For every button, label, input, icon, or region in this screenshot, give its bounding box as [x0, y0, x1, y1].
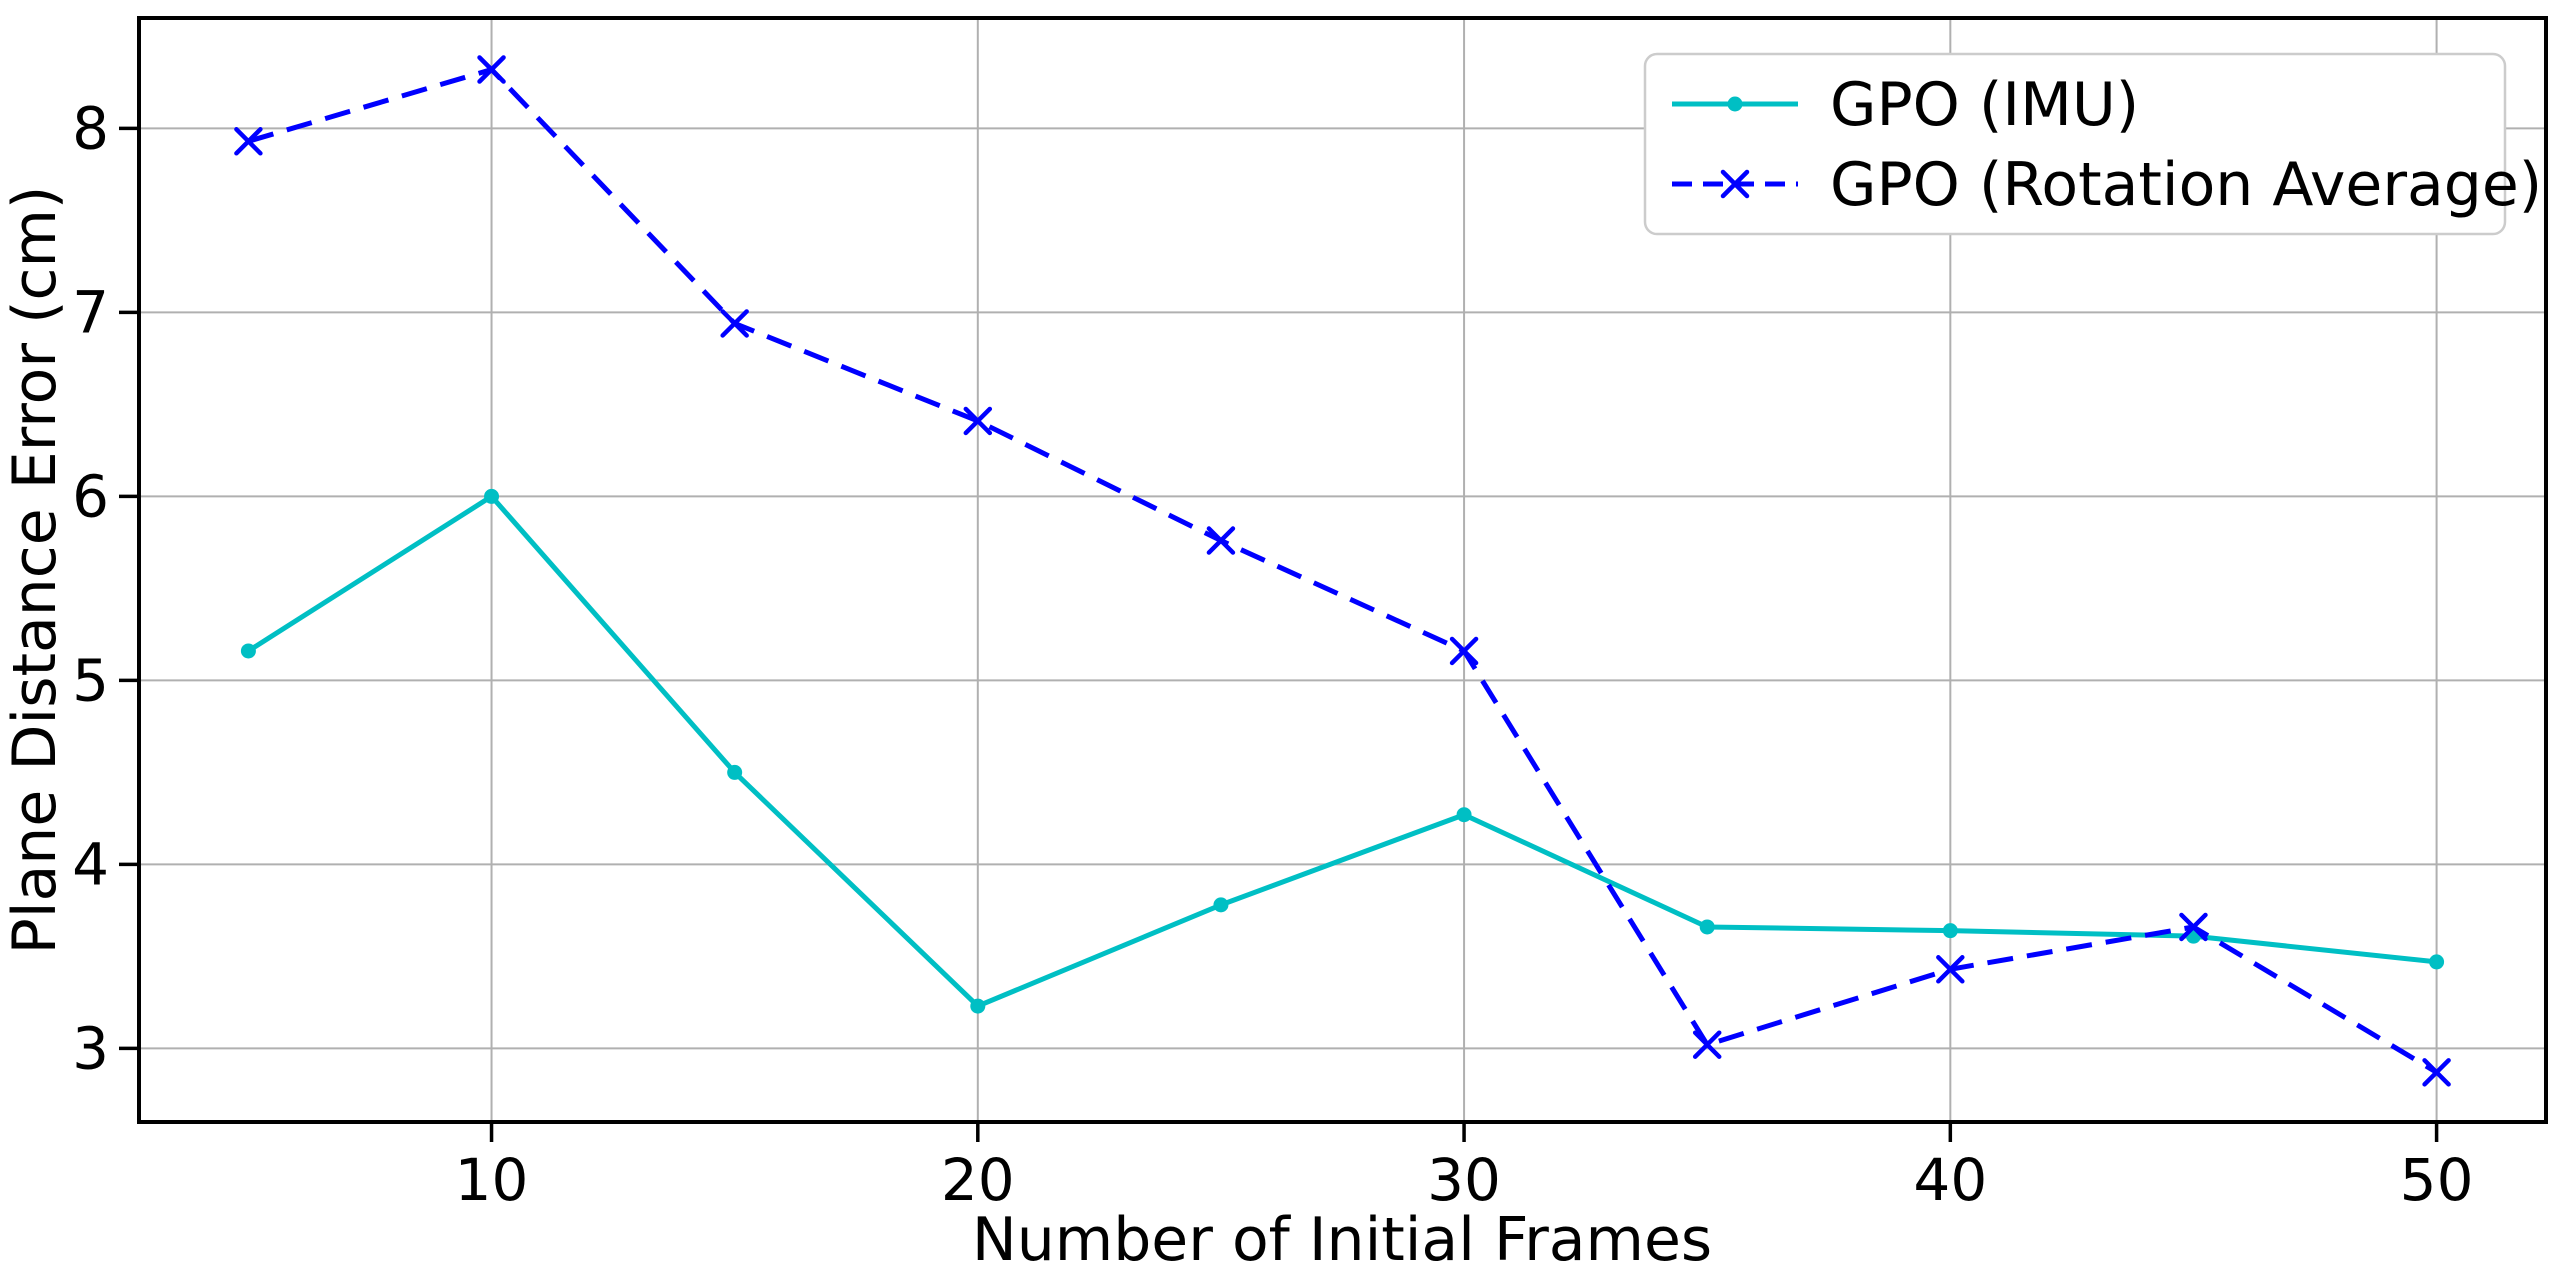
x-marker-gpo-rotation-average	[477, 55, 506, 84]
y-tick-label-3: 3	[72, 1014, 109, 1082]
dot-marker-gpo-imu	[1699, 919, 1715, 935]
legend-item-gpo-rotation-average: GPO (Rotation Average)	[1672, 150, 2542, 220]
y-tick-label-5: 5	[72, 646, 109, 714]
series-gpo-rotation-average	[234, 55, 2451, 1087]
legend-dot-marker-gpo-imu	[1727, 96, 1743, 112]
x-tick-label-40: 40	[1913, 1146, 1987, 1214]
dot-marker-gpo-imu	[2429, 954, 2445, 970]
x-tick-label-20: 20	[941, 1146, 1015, 1214]
legend: GPO (IMU) GPO (Rotation Average)	[1643, 52, 2542, 236]
x-marker-gpo-rotation-average	[2422, 1058, 2451, 1087]
x-marker-gpo-rotation-average	[720, 309, 749, 338]
y-tick-label-8: 8	[72, 94, 109, 162]
dot-marker-gpo-imu	[727, 764, 743, 780]
y-tick-label-4: 4	[72, 830, 109, 898]
tick-layer: 10 20 30 40 50 3 4 5 6 7 8	[72, 94, 2473, 1214]
legend-label-gpo-rotation-average: GPO (Rotation Average)	[1830, 150, 2542, 220]
legend-box	[1643, 52, 2507, 236]
x-marker-gpo-rotation-average	[2179, 912, 2208, 942]
dot-marker-gpo-imu	[240, 643, 256, 659]
x-marker-gpo-rotation-average	[1936, 955, 1965, 984]
x-marker-gpo-rotation-average	[963, 406, 993, 436]
dot-marker-gpo-imu	[1456, 807, 1472, 823]
grid-layer	[139, 18, 2546, 1122]
series-line-gpo-imu	[247, 493, 2437, 1009]
plot-frame	[137, 16, 2548, 1124]
series-line-gpo-rotation-average	[247, 67, 2438, 1075]
y-tick-label-6: 6	[72, 462, 109, 530]
x-marker-gpo-rotation-average	[1206, 526, 1236, 555]
dot-marker-gpo-imu	[1213, 897, 1229, 913]
x-tick-label-50: 50	[2400, 1146, 2474, 1214]
legend-item-gpo-imu: GPO (IMU)	[1672, 70, 2139, 140]
dot-marker-gpo-imu	[1942, 923, 1958, 939]
y-axis-label: Plane Distance Error (cm)	[0, 186, 70, 955]
x-tick-label-30: 30	[1427, 1146, 1501, 1214]
x-marker-gpo-rotation-average	[1692, 1030, 1722, 1059]
x-tick-label-10: 10	[455, 1146, 529, 1214]
legend-label-gpo-imu: GPO (IMU)	[1830, 70, 2139, 140]
series-gpo-imu	[240, 488, 2445, 1014]
legend-x-marker-gpo-rotation-average	[1720, 169, 1750, 199]
dot-marker-gpo-imu	[970, 998, 986, 1014]
x-axis-label: Number of Initial Frames	[972, 1205, 1712, 1275]
series-layer	[234, 55, 2451, 1087]
x-marker-gpo-rotation-average	[1449, 636, 1479, 666]
dot-marker-gpo-imu	[484, 488, 500, 504]
x-marker-gpo-rotation-average	[234, 127, 263, 156]
y-tick-label-7: 7	[72, 278, 109, 346]
